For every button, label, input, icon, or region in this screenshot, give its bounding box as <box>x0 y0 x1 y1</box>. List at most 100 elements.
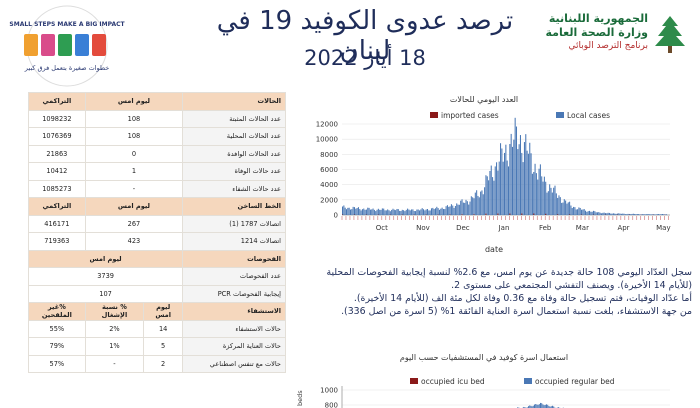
chart1-bar-local <box>411 209 413 215</box>
section-col-change: % نسبة الإشغال <box>84 302 145 321</box>
cell-change: 2% <box>84 319 145 338</box>
cell-value: 3739 <box>27 267 184 286</box>
cell-total: 416171 <box>28 214 86 233</box>
chart1-bar-local <box>375 211 377 215</box>
chart1-bar-local <box>426 208 429 215</box>
stats-table: الحالات ليوم امس التراكمي عدد الحالات المثب… <box>27 92 286 373</box>
table-row: حالات الاستشفاء 14 2% 55% <box>28 319 286 338</box>
section-label: الفحوصات <box>182 249 286 268</box>
chart1-bar-local <box>420 209 422 215</box>
chart1-bar-local <box>527 153 529 215</box>
section-label: الخط الساخن <box>182 197 286 216</box>
chart1-bar-local <box>353 207 356 215</box>
chart1-bar-local <box>392 208 394 215</box>
chart1-bar-local <box>403 210 405 215</box>
chart1-bar-local <box>634 213 636 215</box>
hospital-beds-chart: استعمال اسرة كوفيد في المستشفيات حسب الي… <box>296 353 670 408</box>
chart1-month-label: Nov <box>416 224 430 232</box>
chart1-bar-local <box>586 211 588 215</box>
cedar-icon <box>655 16 685 53</box>
cell-total: 1098232 <box>28 109 86 128</box>
chart1-bar-local <box>497 170 499 215</box>
legend-imported-label: imported cases <box>441 111 499 120</box>
chart1-bar-local <box>404 211 406 215</box>
chart1-bar-local <box>660 214 662 215</box>
chart1-bar-local <box>456 203 458 215</box>
chart1-bar-local <box>618 213 620 215</box>
chart1-bar-local <box>416 209 418 215</box>
chart2-bar-regular <box>531 406 533 408</box>
ministry-line-republic: الجمهورية اللبنانية <box>548 12 648 25</box>
chart1-bar-local <box>628 213 630 215</box>
chart1-bar-local <box>655 214 657 215</box>
chart1-bar-local <box>642 214 644 215</box>
chart1-bar-local <box>647 214 649 215</box>
chart1-bar-local <box>521 152 523 215</box>
chart1-bar-local <box>436 206 438 215</box>
chart1-bar-local <box>351 209 353 215</box>
chart1-bar-local <box>611 213 613 215</box>
chart1-bar-local <box>485 175 487 215</box>
chart1-bar-local <box>588 210 591 215</box>
chart1-bar-local <box>623 213 625 215</box>
chart1-ytick: 6000 <box>320 166 338 174</box>
chart1-bar-local <box>364 209 366 215</box>
chart1-bar-local <box>433 209 435 215</box>
legend-local-label: Local cases <box>567 111 610 120</box>
chart1-bar-local <box>559 197 561 215</box>
chart2-bar-regular <box>546 404 547 408</box>
chart1-bar-local <box>573 206 575 215</box>
chart1-bar-local <box>574 207 576 215</box>
table-row: إيجابية الفحوصات PCR 107 <box>27 284 286 303</box>
chart1-bar-local <box>594 211 596 215</box>
cell-total: 10412 <box>28 162 86 181</box>
chart1-bar-local <box>438 209 440 215</box>
chart1-bar-local <box>347 207 349 215</box>
cell-today: 0 <box>84 144 184 163</box>
chart1-bar-local <box>650 214 652 215</box>
chart1-bar-local <box>415 211 417 215</box>
chart1-month-label: Apr <box>617 224 629 232</box>
chart2-bar-regular <box>550 406 552 408</box>
chart1-bar-local <box>348 207 350 215</box>
chart1-bar-local <box>646 214 648 215</box>
chart1-bar-local <box>450 204 452 215</box>
chart1-bar-local <box>342 206 344 215</box>
chart1-legend: imported cases Local cases <box>430 111 610 120</box>
table-section-header: الاستشفاء ليوم امس% نسبة الإشغال %غير المل… <box>28 302 286 321</box>
chart2-bar-regular <box>535 404 537 408</box>
cell-pct: 55% <box>28 319 86 338</box>
chart1-bar-local <box>460 200 462 215</box>
chart1-bar-local <box>423 209 425 215</box>
section-col-total: التراكمي <box>28 197 86 216</box>
chart1-bar-local <box>596 212 599 215</box>
chart1-bar-local <box>387 209 389 215</box>
section-label: الحالات <box>182 92 286 111</box>
chart1-bar-local <box>453 207 455 215</box>
chart1-bar-local <box>600 213 602 215</box>
chart1-bar-local <box>498 161 500 215</box>
page-title: ترصد عدوى الكوفيد 19 في لبنان <box>216 6 514 66</box>
table-row: عدد الحالات المحلية 108 1076369 <box>28 127 286 146</box>
chart1-bar-local <box>424 210 426 215</box>
chart1-bar-local <box>380 209 382 215</box>
chart1-bar-local <box>515 126 518 215</box>
chart1-bar-local <box>457 204 459 215</box>
chart1-bar-local <box>405 209 407 215</box>
campaign-logo: SMALL STEPS MAKE A BIG IMPACT خطوات صغير… <box>9 5 125 87</box>
chart1-bar-local <box>345 209 348 215</box>
chart1-month-label: Feb <box>539 224 552 232</box>
chart1-bar-local <box>434 208 437 215</box>
table-row: عدد حالات الوفاة 1 10412 <box>28 162 286 181</box>
cell-today: 14 <box>143 319 184 338</box>
chart1-bar-local <box>648 214 650 215</box>
chart1-bar-local <box>554 185 556 215</box>
chart1-bar-local <box>632 213 634 215</box>
chart1-bar-local <box>538 168 540 215</box>
chart1-bar-local <box>606 213 608 215</box>
chart1-bar-local <box>563 199 565 215</box>
chart1-ytick: 12000 <box>316 121 338 129</box>
chart1-bar-local <box>517 149 519 215</box>
chart1-bar-local <box>395 210 397 215</box>
chart1-bar-local <box>570 205 572 215</box>
